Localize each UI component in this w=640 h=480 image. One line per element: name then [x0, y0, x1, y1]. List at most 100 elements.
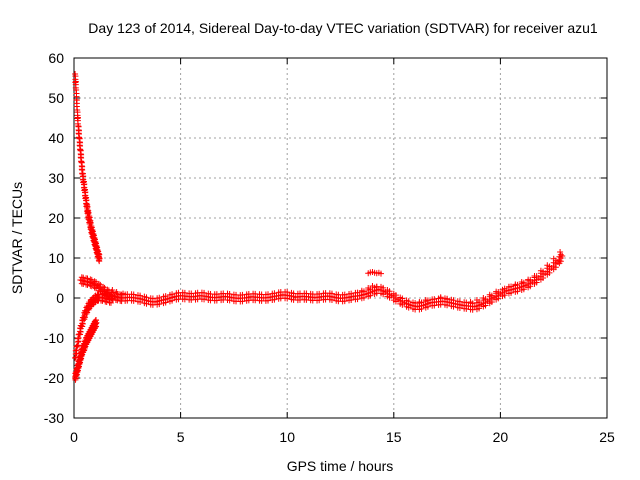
data-point: [84, 309, 91, 316]
data-point: [265, 297, 272, 304]
data-point: [83, 197, 90, 204]
data-point: [77, 331, 84, 338]
data-point: [499, 287, 506, 293]
data-point: [557, 258, 564, 265]
x-tick-label: 15: [386, 429, 402, 445]
data-point: [74, 114, 81, 121]
data-point: [83, 310, 90, 317]
data-point: [467, 299, 474, 305]
data-point: [316, 297, 323, 304]
data-point: [431, 302, 438, 309]
data-point: [91, 278, 98, 285]
data-point: [405, 298, 412, 305]
data-point: [437, 294, 444, 301]
data-point: [482, 302, 489, 309]
data-point: [226, 291, 233, 297]
data-point: [72, 355, 79, 361]
chart-title: Day 123 of 2014, Sidereal Day-to-day VTE…: [88, 20, 598, 36]
data-point: [488, 299, 495, 305]
data-point: [463, 299, 470, 306]
data-point: [96, 255, 103, 262]
x-tick-label: 20: [493, 429, 509, 445]
data-point: [360, 294, 367, 301]
data-point: [527, 283, 534, 290]
y-tick-label: 10: [48, 250, 64, 266]
data-point: [75, 127, 82, 134]
data-point: [110, 289, 117, 296]
data-point: [531, 273, 538, 279]
data-point: [378, 270, 385, 277]
data-point: [486, 291, 493, 298]
data-point: [505, 283, 512, 290]
data-point: [392, 292, 399, 299]
data-point: [328, 290, 335, 297]
data-point: [495, 295, 502, 302]
data-point: [450, 297, 457, 304]
data-point: [341, 298, 348, 305]
data-point: [74, 342, 81, 349]
y-tick-label: 40: [48, 130, 64, 146]
data-point: [348, 297, 355, 303]
data-point: [74, 109, 81, 116]
data-point: [79, 320, 86, 327]
data-point: [546, 269, 553, 276]
data-point: [109, 287, 116, 293]
data-point: [422, 297, 429, 303]
y-tick-label: 0: [56, 290, 64, 306]
data-point: [373, 283, 380, 290]
data-point: [100, 283, 107, 290]
data-point: [72, 354, 79, 361]
data-point: [103, 299, 110, 305]
data-point: [544, 262, 551, 269]
data-point: [416, 299, 423, 305]
data-point: [130, 291, 137, 298]
data-point: [525, 276, 532, 283]
data-point: [559, 253, 566, 259]
data-point: [239, 298, 246, 305]
data-point: [120, 290, 127, 297]
y-tick-label: -20: [44, 370, 64, 386]
data-point: [73, 350, 80, 357]
data-point: [476, 305, 483, 312]
data-point: [88, 276, 95, 283]
data-point: [537, 267, 544, 274]
y-axis-label: SDTVAR / TECUs: [9, 182, 25, 294]
data-point: [501, 292, 508, 299]
data-point: [80, 274, 87, 281]
data-point: [73, 90, 80, 97]
data-point: [80, 281, 87, 287]
data-point: [444, 296, 451, 303]
data-point: [82, 314, 89, 321]
data-point: [107, 299, 114, 306]
y-tick-label: -30: [44, 410, 64, 426]
data-point: [473, 297, 480, 303]
data-point: [99, 297, 106, 304]
data-point: [85, 209, 92, 216]
data-point: [77, 328, 84, 335]
data-point: [550, 255, 557, 262]
y-tick-label: 60: [48, 50, 64, 66]
data-point: [239, 291, 246, 298]
data-point: [114, 297, 121, 304]
data-point: [284, 289, 291, 296]
data-point: [508, 289, 515, 296]
plot-frame: [73, 57, 608, 419]
y-tick-label: 20: [48, 210, 64, 226]
data-point: [87, 276, 94, 283]
data-point: [143, 294, 150, 301]
data-point: [456, 298, 463, 305]
data-point: [358, 287, 365, 294]
data-point: [533, 279, 540, 286]
data-point: [540, 275, 547, 281]
data-point: [514, 288, 521, 295]
data-point: [367, 292, 374, 299]
data-point: [518, 279, 525, 285]
data-point: [162, 299, 169, 306]
data-point: [93, 319, 100, 326]
data-point: [78, 151, 85, 158]
data-point: [72, 78, 79, 85]
y-tick-label: 50: [48, 90, 64, 106]
axis-ticks: 0 5 10 15 20 25 -30 -20 -10 0 10 20 30 40 50 60: [44, 50, 615, 445]
y-tick-label: -10: [44, 330, 64, 346]
